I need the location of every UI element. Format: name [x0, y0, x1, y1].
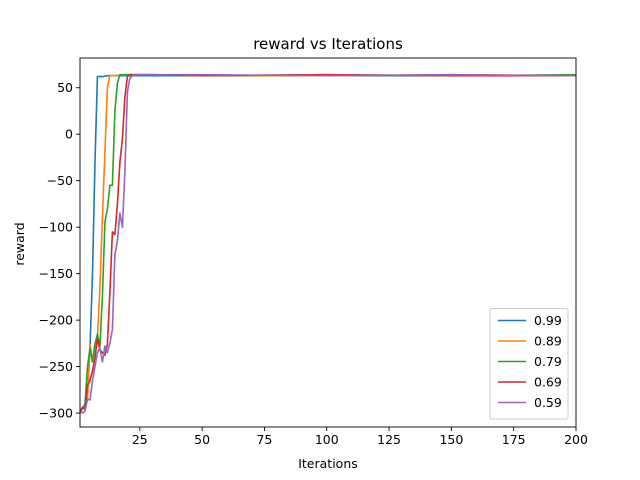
- x-tick-label: 125: [377, 432, 401, 447]
- series-layer: [79, 73, 577, 414]
- y-tick-label: −250: [39, 359, 73, 374]
- x-tick-label: 75: [256, 432, 272, 447]
- plot-area: 25 50 75 100 125 150 175 200 −300 −250 −200 −150 −10…: [39, 57, 588, 447]
- x-tick-label: 150: [439, 432, 463, 447]
- x-tick-label: 200: [564, 432, 588, 447]
- legend-entry-0.89: 0.89: [534, 334, 562, 349]
- x-tick-label: 100: [315, 432, 339, 447]
- legend-entry-0.79: 0.79: [534, 354, 562, 369]
- legend-box: [489, 308, 569, 420]
- chart-title: reward vs Iterations: [253, 35, 403, 53]
- series-line-0.59: [79, 73, 577, 414]
- y-axis-label: reward: [12, 222, 27, 265]
- y-tick-label: −300: [39, 406, 73, 421]
- axes-frame: [79, 57, 577, 428]
- x-tick-label: 175: [502, 432, 526, 447]
- x-tick-label: 50: [194, 432, 210, 447]
- y-tick-label: 0: [65, 127, 73, 142]
- x-tick-label: 25: [132, 432, 148, 447]
- x-axis-label: Iterations: [298, 456, 358, 471]
- y-tick-label: −100: [39, 220, 73, 235]
- axes-layer: 25 50 75 100 125 150 175 200 −300 −250 −200 −150 −10…: [39, 57, 588, 447]
- y-tick-label: −150: [39, 266, 73, 281]
- legend: 0.99 0.89 0.79 0.69 0.59: [489, 308, 569, 420]
- y-tick-label: −200: [39, 313, 73, 328]
- y-tick-label: −50: [47, 173, 73, 188]
- legend-entry-0.69: 0.69: [534, 375, 562, 390]
- y-tick-label: 50: [57, 80, 73, 95]
- legend-entry-0.99: 0.99: [534, 313, 562, 328]
- legend-entry-0.59: 0.59: [534, 395, 562, 410]
